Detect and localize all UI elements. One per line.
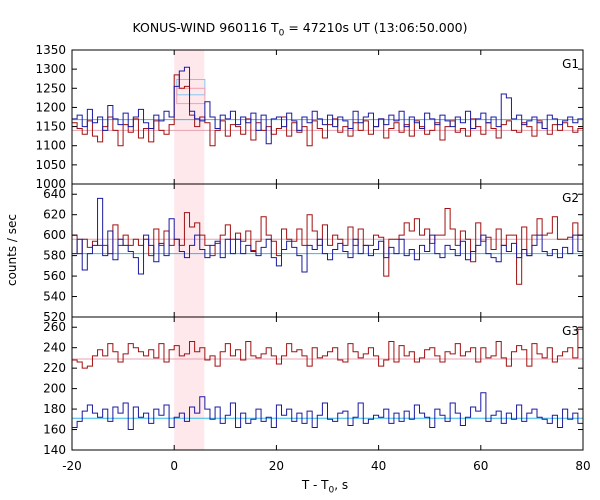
panel-g1-ytick-label: 1250	[35, 81, 66, 95]
panel-g1-ytick-label: 1150	[35, 120, 66, 134]
panel-g3-frame	[71, 316, 584, 451]
panel-g2-ytick-label: 540	[43, 290, 66, 304]
panel-g2-ytick-label: 560	[43, 269, 66, 283]
panel-g3-ytick-label: 200	[43, 382, 66, 396]
panel-g1-ytick-label: 1000	[35, 177, 66, 191]
panel-g3-series-blue	[72, 392, 583, 431]
xtick-label: 80	[575, 459, 590, 473]
panel-g2-ytick-label: 600	[43, 228, 66, 242]
chart-title: KONUS-WIND 960116 T0 = 47210s UT (13:06:…	[132, 20, 468, 39]
panel-g1-box-0	[176, 78, 206, 96]
panel-g2-ytick-label: 620	[43, 208, 66, 222]
y-axis-label: counts / sec	[5, 213, 19, 287]
panel-g3-ytick-label: 240	[43, 341, 66, 355]
panel-g3-ytick-label: 220	[43, 361, 66, 375]
panel-g1-ytick-label: 1050	[35, 158, 66, 172]
panel-g1-ytick-label: 1100	[35, 139, 66, 153]
panel-g2-label: G2	[562, 191, 579, 205]
xtick-label: -20	[62, 459, 82, 473]
panel-g3-label: G3	[562, 324, 579, 338]
xtick-label: 40	[371, 459, 386, 473]
panel-g1-ytick-label: 1350	[35, 43, 66, 57]
panel-g1-box-1	[176, 87, 206, 105]
xtick-label: 60	[473, 459, 488, 473]
x-axis-label: T - T0, s	[301, 478, 349, 496]
panel-g3-series-red	[72, 328, 583, 369]
panel-g2-ytick-label: 640	[43, 187, 66, 201]
panel-g2-ytick-label: 520	[43, 310, 66, 324]
panel-g1-series-blue	[72, 66, 583, 145]
panel-g3-ytick-label: 140	[43, 443, 66, 457]
panel-g1-series-red	[72, 74, 583, 147]
panel-g1-ytick-label: 1200	[35, 100, 66, 114]
xtick-label: 20	[269, 459, 284, 473]
panel-g2-ytick-label: 580	[43, 249, 66, 263]
panel-g3-ytick-label: 260	[43, 320, 66, 334]
panel-g2-series-red	[72, 208, 583, 285]
panel-g1-label: G1	[562, 57, 579, 71]
panel-g2-series-blue	[72, 197, 583, 275]
panel-g3-ytick-label: 160	[43, 423, 66, 437]
panel-g1-ytick-label: 1300	[35, 62, 66, 76]
xtick-label: 0	[170, 459, 178, 473]
panel-g3-ytick-label: 180	[43, 402, 66, 416]
